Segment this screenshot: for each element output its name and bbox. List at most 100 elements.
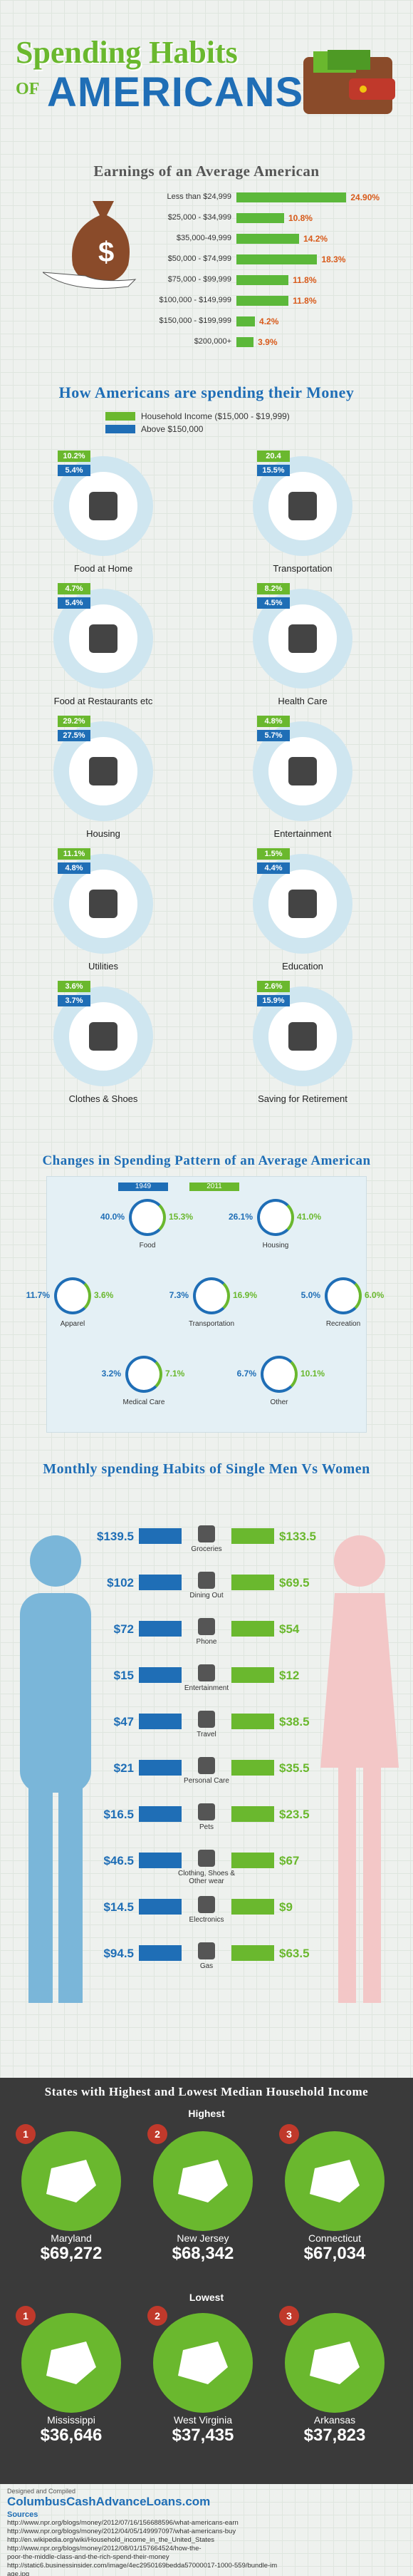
spending-item: 1.5% 4.4% Education bbox=[239, 847, 367, 975]
tools-icon bbox=[89, 890, 117, 918]
rank-badge: 1 bbox=[16, 2306, 36, 2326]
spending-value-low: 8.2% bbox=[257, 583, 290, 594]
ticket-icon bbox=[288, 757, 317, 785]
earnings-value: 14.2% bbox=[303, 234, 328, 244]
grocery-icon bbox=[89, 492, 117, 520]
changes-value-2011: 6.0% bbox=[365, 1290, 385, 1300]
rank-badge: 2 bbox=[147, 2306, 167, 2326]
earnings-bar bbox=[236, 254, 318, 264]
source-link[interactable]: http://www.npr.org/blogs/money/2012/08/0… bbox=[7, 2545, 202, 2552]
footer: Designed and Compiled ColumbusCashAdvanc… bbox=[7, 2488, 406, 2576]
changes-item: 5.0% 6.0% Recreation bbox=[292, 1276, 392, 1340]
source-link[interactable]: http://en.wikipedia.org/wiki/Household_i… bbox=[7, 2536, 214, 2544]
spending-value-low: 11.1% bbox=[58, 848, 90, 860]
changes-value-2011: 41.0% bbox=[297, 1212, 322, 1222]
earnings-row-label: Less than $24,999 bbox=[167, 192, 231, 201]
category-icon bbox=[198, 1572, 215, 1589]
women-value: $38.5 bbox=[279, 1715, 310, 1729]
earnings-row-label: $25,000 - $34,999 bbox=[167, 213, 231, 222]
men-value: $46.5 bbox=[103, 1854, 134, 1867]
spending-item: 4.8% 5.7% Entertainment bbox=[239, 714, 367, 843]
women-value: $12 bbox=[279, 1669, 300, 1682]
category-label: Entertainment bbox=[184, 1684, 229, 1692]
changes-value-1949: 5.0% bbox=[300, 1290, 320, 1300]
changes-item: 26.1% 41.0% Housing bbox=[224, 1197, 324, 1262]
men-bar bbox=[139, 1806, 182, 1822]
earnings-bar bbox=[236, 316, 256, 326]
legend-label-low: Household Income ($15,000 - $19,999) bbox=[141, 411, 290, 421]
earnings-value: 4.2% bbox=[259, 316, 279, 326]
category-icon bbox=[198, 1711, 215, 1728]
earnings-value: 10.8% bbox=[288, 213, 313, 223]
spending-value-low: 29.2% bbox=[58, 716, 90, 727]
changes-value-1949: 40.0% bbox=[100, 1212, 125, 1222]
women-value: $63.5 bbox=[279, 1947, 310, 1960]
women-value: $54 bbox=[279, 1622, 300, 1636]
book-icon bbox=[288, 890, 317, 918]
footer-sources-label: Sources bbox=[7, 2510, 38, 2519]
category-label: Personal Care bbox=[184, 1777, 229, 1785]
changes-item: 6.7% 10.1% Other bbox=[228, 1354, 328, 1418]
state-name: West Virginia bbox=[174, 2414, 232, 2426]
source-link[interactable]: http://www.npr.org/blogs/money/2012/04/0… bbox=[7, 2528, 236, 2535]
earnings-row-label: $100,000 - $149,999 bbox=[159, 296, 231, 304]
changes-value-2011: 3.6% bbox=[94, 1290, 114, 1300]
highest-label: Highest bbox=[188, 2108, 225, 2119]
footer-site-link[interactable]: ColumbusCashAdvanceLoans.com bbox=[7, 2495, 211, 2508]
women-bar bbox=[231, 1667, 274, 1683]
spending-value-low: 10.2% bbox=[58, 450, 90, 462]
women-value: $69.5 bbox=[279, 1576, 310, 1590]
spending-label: Transportation bbox=[273, 563, 333, 574]
moneybag-hand-icon: $ bbox=[41, 187, 157, 294]
changes-label: Transportation bbox=[188, 1320, 235, 1328]
state-name: Arkansas bbox=[313, 2414, 356, 2426]
spending-label: Utilities bbox=[88, 961, 118, 972]
men-value: $15 bbox=[113, 1669, 134, 1682]
spending-value-low: 2.6% bbox=[257, 981, 290, 992]
state-value: $36,646 bbox=[40, 2426, 103, 2445]
header-title-of: OF bbox=[16, 80, 40, 98]
category-icon bbox=[198, 1803, 215, 1820]
states-cards: 1 Maryland $69,272 2 New Jersey $68,342 3 Conne… bbox=[0, 2124, 413, 2480]
legend-swatch-blue bbox=[105, 425, 135, 433]
source-link[interactable]: age.jpg bbox=[7, 2570, 30, 2576]
men-bar bbox=[139, 1528, 182, 1544]
piggy-icon bbox=[288, 1022, 317, 1051]
spending-value-high: 5.4% bbox=[58, 597, 90, 609]
lowest-label: Lowest bbox=[189, 2292, 224, 2303]
earnings-bar bbox=[236, 337, 254, 347]
legend-swatch-green bbox=[105, 412, 135, 421]
state-name: Mississippi bbox=[47, 2414, 95, 2426]
source-link[interactable]: poor-the-middle-class-and-the-rich-spend… bbox=[7, 2553, 169, 2561]
men-value: $14.5 bbox=[103, 1900, 134, 1914]
category-label: Groceries bbox=[191, 1545, 222, 1553]
spending-value-high: 15.5% bbox=[257, 465, 290, 476]
wallet-icon bbox=[299, 50, 399, 121]
man-figure-icon bbox=[13, 1532, 98, 2006]
men-bar bbox=[139, 1667, 182, 1683]
spending-label: Food at Home bbox=[73, 563, 133, 574]
spending-item: 3.6% 3.7% Clothes & Shoes bbox=[39, 979, 167, 1108]
earnings-bar bbox=[236, 213, 284, 223]
source-link[interactable]: http://static6.businessinsider.com/image… bbox=[7, 2562, 278, 2570]
category-icon bbox=[198, 1942, 215, 1959]
earnings-row-label: $150,000 - $199,999 bbox=[159, 316, 231, 325]
changes-label: Apparel bbox=[60, 1320, 85, 1328]
svg-text:$: $ bbox=[98, 237, 114, 268]
spending-value-low: 1.5% bbox=[257, 848, 290, 860]
changes-value-2011: 16.9% bbox=[233, 1290, 258, 1300]
changes-value-2011: 15.3% bbox=[169, 1212, 194, 1222]
spending-value-high: 4.8% bbox=[58, 862, 90, 874]
source-link[interactable]: http://www.npr.org/blogs/money/2012/07/1… bbox=[7, 2519, 239, 2527]
spending-label: Food at Restaurants etc bbox=[53, 696, 153, 706]
category-label: Pets bbox=[199, 1823, 214, 1831]
rank-badge: 3 bbox=[279, 2306, 299, 2326]
changes-value-1949: 6.7% bbox=[236, 1369, 256, 1379]
rank-badge: 2 bbox=[147, 2124, 167, 2144]
spending-grid: 10.2% 5.4% Food at Home 20.4 15.5% Transporta… bbox=[0, 449, 413, 1104]
spending-label: Entertainment bbox=[273, 828, 332, 839]
plate-icon bbox=[89, 624, 117, 653]
men-value: $47 bbox=[113, 1715, 134, 1729]
changes-legend: 1949 2011 bbox=[118, 1183, 239, 1191]
car-icon bbox=[288, 492, 317, 520]
